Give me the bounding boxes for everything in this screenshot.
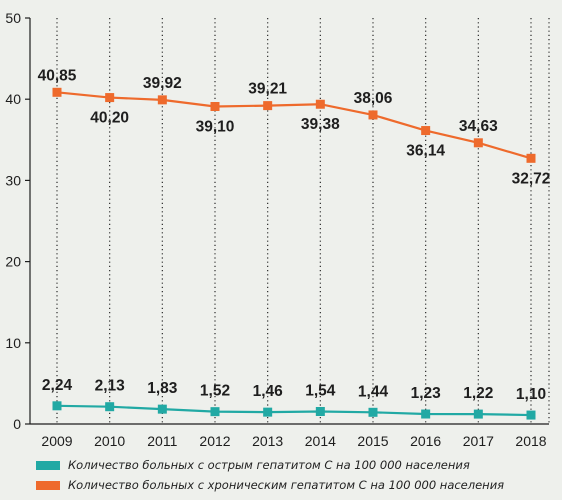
x-tick-label-2017: 2017	[463, 433, 494, 449]
y-tick-label-30: 30	[5, 172, 21, 188]
data-label-acute-2012: 1,52	[200, 383, 230, 400]
point-chronic-2017	[473, 138, 483, 148]
x-tick-label-2016: 2016	[410, 433, 441, 449]
point-chronic-2018	[526, 153, 536, 163]
point-acute-2010	[105, 402, 115, 412]
x-tick-label-2015: 2015	[357, 433, 388, 449]
y-tick-label-40: 40	[5, 91, 21, 107]
point-chronic-2015	[368, 110, 378, 120]
x-tick-label-2012: 2012	[199, 433, 230, 449]
data-label-acute-2013: 1,46	[253, 383, 284, 400]
legend-swatch-chronic	[36, 480, 60, 490]
point-acute-2017	[473, 409, 483, 419]
data-label-chronic-2016: 36,14	[406, 143, 445, 160]
data-label-acute-2016: 1,23	[411, 385, 442, 402]
data-label-chronic-2015: 38,06	[354, 90, 393, 107]
point-chronic-2010	[105, 93, 115, 103]
data-label-chronic-2012: 39,10	[196, 119, 235, 136]
point-chronic-2014	[315, 99, 325, 109]
legend-label-chronic: Количество больных с хроническим гепатит…	[68, 478, 505, 492]
x-tick-label-2013: 2013	[252, 433, 283, 449]
data-label-chronic-2018: 32,72	[512, 170, 551, 187]
point-chronic-2009	[52, 87, 62, 97]
point-chronic-2011	[157, 95, 167, 105]
y-tick-label-50: 50	[5, 10, 21, 26]
point-chronic-2013	[263, 101, 273, 111]
point-acute-2016	[421, 409, 431, 419]
point-acute-2012	[210, 407, 220, 417]
data-label-chronic-2009: 40,85	[38, 67, 77, 84]
data-label-acute-2010: 2,13	[95, 378, 126, 395]
x-tick-label-2018: 2018	[515, 433, 546, 449]
legend: Количество больных с острым гепатитом С …	[36, 455, 504, 495]
x-tick-label-2010: 2010	[94, 433, 125, 449]
data-label-acute-2018: 1,10	[516, 386, 546, 403]
point-acute-2009	[52, 401, 62, 411]
series-line-chronic	[56, 91, 532, 160]
point-acute-2014	[315, 406, 325, 416]
point-acute-2011	[157, 404, 167, 414]
data-label-chronic-2017: 34,63	[459, 118, 498, 135]
data-label-acute-2014: 1,54	[305, 382, 336, 399]
series-line-acute	[56, 404, 532, 417]
point-acute-2013	[263, 407, 273, 417]
legend-swatch-acute	[36, 460, 60, 470]
data-label-acute-2011: 1,83	[147, 380, 178, 397]
y-tick-label-20: 20	[5, 254, 21, 270]
data-label-chronic-2014: 39,38	[301, 116, 340, 133]
data-label-acute-2015: 1,44	[358, 383, 389, 400]
data-label-acute-2009: 2,24	[42, 377, 73, 394]
x-tick-label-2014: 2014	[305, 433, 336, 449]
legend-item-acute: Количество больных с острым гепатитом С …	[36, 455, 504, 475]
point-acute-2018	[526, 410, 536, 420]
x-tick-label-2009: 2009	[41, 433, 72, 449]
legend-item-chronic: Количество больных с хроническим гепатит…	[36, 475, 504, 495]
y-tick-label-10: 10	[5, 335, 21, 351]
data-label-chronic-2013: 39,21	[248, 81, 287, 98]
y-tick-label-0: 0	[13, 416, 21, 432]
point-acute-2015	[368, 407, 378, 417]
point-chronic-2016	[421, 126, 431, 136]
point-chronic-2012	[210, 102, 220, 112]
x-tick-label-2011: 2011	[147, 433, 177, 449]
data-label-chronic-2010: 40,20	[90, 110, 129, 127]
legend-label-acute: Количество больных с острым гепатитом С …	[68, 458, 470, 472]
data-label-acute-2017: 1,22	[463, 385, 493, 402]
data-label-chronic-2011: 39,92	[143, 75, 182, 92]
